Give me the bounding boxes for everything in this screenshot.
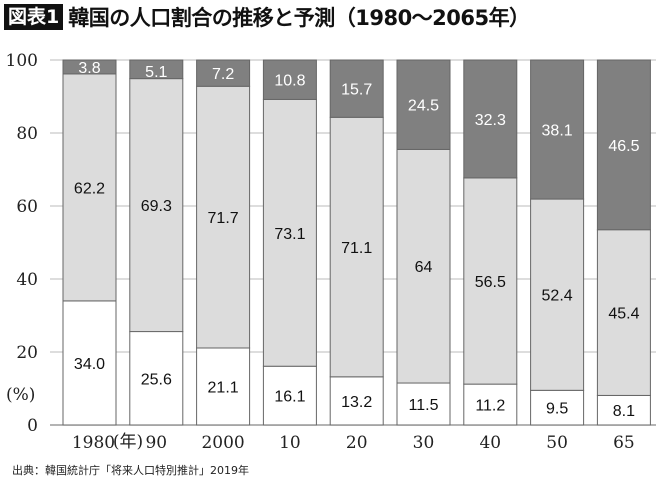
bar-segment <box>329 376 384 426</box>
bar-segment <box>262 365 317 426</box>
bar-segment <box>329 59 384 118</box>
bar-segment <box>396 148 451 384</box>
data-label: 16.1 <box>274 389 305 406</box>
data-label: 69.3 <box>141 198 172 215</box>
data-label: 15.7 <box>341 82 372 99</box>
bar-segment <box>396 382 451 426</box>
bar-segment <box>530 59 585 200</box>
bar-segment <box>129 331 184 426</box>
x-tick-label: 65 <box>613 433 635 453</box>
y-tick-label: 60 <box>16 197 38 217</box>
data-label: 9.5 <box>546 401 568 418</box>
bar-segment <box>530 198 585 391</box>
bar-segment <box>463 383 518 426</box>
data-label: 32.3 <box>475 112 506 129</box>
data-label: 71.1 <box>341 240 372 257</box>
bar-segment <box>463 177 518 385</box>
data-label: 7.2 <box>212 66 234 83</box>
y-tick-label: 0 <box>27 416 38 436</box>
y-tick-label: 100 <box>6 51 38 71</box>
data-label: 5.1 <box>145 64 167 81</box>
figure-badge: 図表1 <box>4 4 64 30</box>
data-label: 8.1 <box>613 403 635 420</box>
y-axis-unit: (%) <box>6 385 35 405</box>
bar-segment <box>129 59 184 80</box>
x-tick-label: 2000 <box>201 433 244 453</box>
data-label: 38.1 <box>542 123 573 140</box>
title: 韓国の人口割合の推移と予測（1980〜2065年） <box>68 6 530 30</box>
x-tick-label: 1980 <box>72 433 115 453</box>
data-label: 71.7 <box>208 210 239 227</box>
source-note: 出典：韓国統計庁「将来人口特別推計」2019年 <box>12 464 249 477</box>
data-label: 62.2 <box>74 180 105 197</box>
x-tick-label: 10 <box>279 433 301 453</box>
data-label: 46.5 <box>608 138 639 155</box>
data-label: 64 <box>415 259 433 276</box>
y-tick-label: 40 <box>16 270 38 290</box>
data-label: 52.4 <box>542 288 573 305</box>
data-label: 25.6 <box>141 371 172 388</box>
data-label: 3.8 <box>78 60 100 77</box>
data-label: 24.5 <box>408 98 439 115</box>
y-tick-label: 80 <box>16 124 38 144</box>
x-axis-unit: (年) <box>113 432 143 452</box>
bar-segment <box>262 59 317 100</box>
data-label: 10.8 <box>274 73 305 90</box>
data-label: 11.5 <box>409 397 439 414</box>
bar-segment <box>596 394 651 426</box>
data-label: 73.1 <box>274 226 305 243</box>
data-label: 56.5 <box>475 274 506 291</box>
x-tick-label: 90 <box>145 433 167 453</box>
bar-segment <box>62 59 117 75</box>
data-label: 13.2 <box>341 394 372 411</box>
chart-title: 図表1 韓国の人口割合の推移と予測（1980〜2065年） <box>4 4 530 30</box>
bar-segment <box>196 85 251 349</box>
data-label: 21.1 <box>208 379 239 396</box>
x-tick-label: 40 <box>479 433 501 453</box>
data-label: 45.4 <box>608 306 639 323</box>
bar-segment <box>396 59 451 150</box>
bar-segment <box>530 389 585 426</box>
bar-segment <box>262 98 317 367</box>
x-tick-label: 30 <box>413 433 435 453</box>
y-tick-label: 20 <box>16 343 38 363</box>
bar-segment <box>463 59 518 179</box>
x-tick-label: 50 <box>546 433 568 453</box>
data-label: 11.2 <box>475 398 505 415</box>
data-label: 34.0 <box>74 356 105 373</box>
bar-segment <box>596 59 651 231</box>
x-tick-label: 20 <box>346 433 368 453</box>
bar-segment <box>196 59 251 87</box>
